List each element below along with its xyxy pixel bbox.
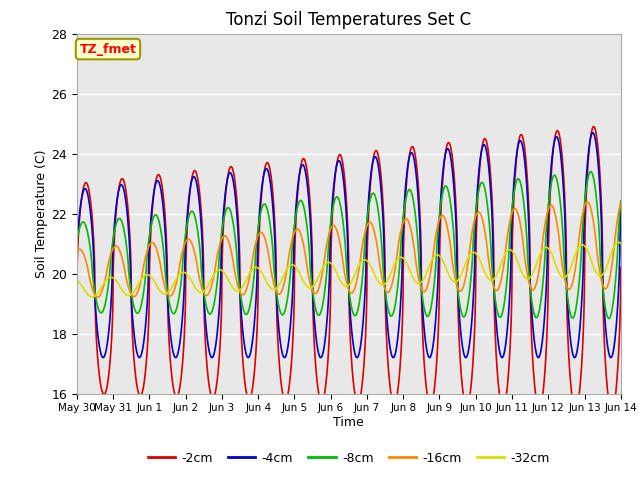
- -4cm: [135, 354, 143, 360]
- -2cm: [135, 391, 143, 397]
- -8cm: [617, 198, 625, 204]
- -4cm: [208, 355, 216, 360]
- -16cm: [617, 200, 625, 206]
- -32cm: [73, 277, 81, 283]
- X-axis label: Time: Time: [333, 416, 364, 429]
- -2cm: [73, 286, 81, 291]
- -16cm: [73, 249, 81, 255]
- -2cm: [305, 186, 313, 192]
- -32cm: [168, 286, 175, 291]
- -2cm: [282, 397, 289, 403]
- -32cm: [614, 240, 622, 245]
- -4cm: [305, 202, 313, 207]
- Text: TZ_fmet: TZ_fmet: [79, 43, 136, 56]
- -2cm: [617, 265, 625, 271]
- -16cm: [94, 294, 102, 300]
- -16cm: [548, 203, 556, 208]
- -4cm: [167, 337, 175, 343]
- -32cm: [617, 240, 625, 246]
- Title: Tonzi Soil Temperatures Set C: Tonzi Soil Temperatures Set C: [226, 11, 472, 29]
- -2cm: [607, 406, 614, 412]
- -2cm: [589, 124, 597, 130]
- -4cm: [282, 354, 289, 360]
- -4cm: [548, 158, 556, 164]
- -16cm: [607, 272, 614, 277]
- -8cm: [167, 307, 175, 313]
- -4cm: [589, 130, 596, 135]
- -4cm: [607, 355, 614, 360]
- -4cm: [617, 206, 625, 212]
- -32cm: [305, 285, 313, 291]
- -16cm: [584, 199, 591, 204]
- -8cm: [305, 243, 313, 249]
- -16cm: [305, 276, 313, 281]
- Line: -4cm: -4cm: [77, 132, 621, 358]
- Line: -2cm: -2cm: [77, 127, 621, 411]
- -16cm: [282, 274, 289, 280]
- -32cm: [88, 294, 96, 300]
- -32cm: [282, 268, 289, 274]
- -8cm: [135, 309, 143, 315]
- -4cm: [73, 245, 81, 251]
- -8cm: [282, 306, 289, 312]
- -8cm: [73, 239, 81, 245]
- -8cm: [605, 315, 612, 321]
- Line: -32cm: -32cm: [77, 242, 621, 297]
- -32cm: [135, 280, 143, 286]
- -8cm: [607, 313, 614, 319]
- Y-axis label: Soil Temperature (C): Soil Temperature (C): [35, 149, 49, 278]
- -8cm: [548, 180, 556, 185]
- -2cm: [167, 367, 175, 372]
- -2cm: [608, 408, 616, 414]
- -16cm: [168, 293, 175, 299]
- -32cm: [548, 251, 556, 257]
- Legend: -2cm, -4cm, -8cm, -16cm, -32cm: -2cm, -4cm, -8cm, -16cm, -32cm: [143, 447, 555, 469]
- Line: -16cm: -16cm: [77, 202, 621, 297]
- Line: -8cm: -8cm: [77, 171, 621, 318]
- -16cm: [135, 285, 143, 291]
- -32cm: [607, 253, 614, 259]
- -2cm: [548, 168, 556, 173]
- -8cm: [587, 168, 595, 174]
